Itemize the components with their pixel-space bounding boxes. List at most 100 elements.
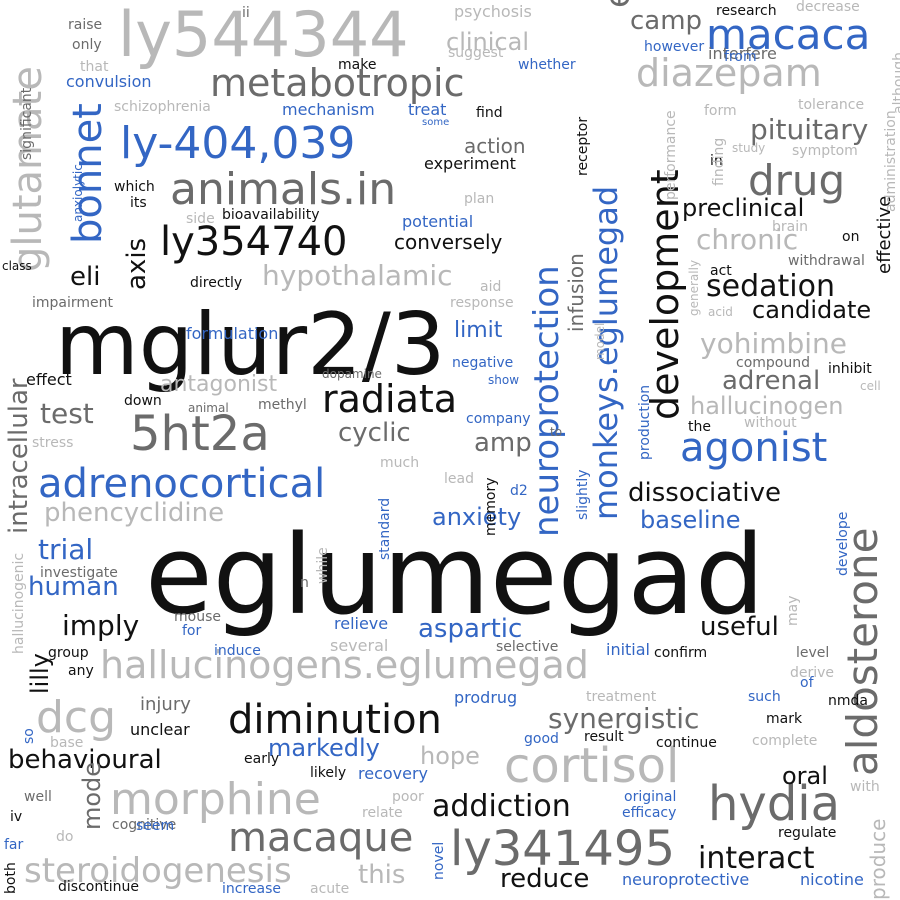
word-preclinical: preclinical: [682, 194, 805, 222]
word-efficacy: efficacy: [622, 805, 677, 821]
word-mark: mark: [766, 711, 803, 727]
word-company: company: [466, 411, 531, 427]
word-anxiolytic: anxiolytic: [71, 164, 85, 222]
word-effect: effect: [26, 370, 72, 389]
word-while: while: [315, 547, 331, 584]
word-memory: memory: [483, 477, 499, 537]
word-level: level: [796, 645, 830, 661]
word-which: which: [114, 179, 155, 195]
word-hydia: hydia: [708, 776, 841, 832]
word-cognitive: cognitive: [112, 817, 177, 833]
word-human: human: [28, 572, 119, 602]
word-likely: likely: [310, 765, 347, 781]
word-neuroprotective: neuroprotective: [622, 870, 750, 889]
word-animals-in: animals.in: [170, 164, 397, 215]
word-make: make: [338, 57, 377, 73]
word-5ht2a: 5ht2a: [130, 406, 270, 462]
word-directly: directly: [190, 275, 243, 291]
word-administration: administration: [883, 110, 899, 212]
word-pituitary: pituitary: [750, 113, 869, 146]
word-anxiety: anxiety: [432, 503, 522, 531]
word-neuroprotection: neuroprotection: [527, 265, 567, 537]
word-form: form: [704, 103, 737, 119]
word-d2: d2: [510, 483, 528, 499]
word-ly-404-039: ly-404,039: [120, 118, 356, 169]
word-steroidogenesis: steroidogenesis: [24, 851, 292, 891]
word-psychosis: psychosis: [454, 2, 532, 21]
word-only: only: [72, 37, 102, 53]
word-slightly: slightly: [575, 469, 591, 521]
word-nmda: nmda: [828, 693, 868, 709]
word-however: however: [644, 39, 705, 55]
word-amp: amp: [474, 428, 532, 458]
word-action: action: [464, 134, 526, 158]
word-from: from: [724, 49, 757, 65]
word-on: on: [842, 229, 860, 245]
word-acid: acid: [708, 305, 733, 319]
word-inhibit: inhibit: [828, 361, 872, 377]
word-clinical: clinical: [446, 28, 529, 56]
word-drug: drug: [748, 156, 846, 205]
word-injury: injury: [140, 694, 191, 715]
word-may: may: [785, 595, 801, 626]
word-without: without: [744, 415, 797, 431]
word-several: several: [330, 636, 389, 655]
word-interact: interact: [698, 841, 815, 876]
word-finding: finding: [711, 137, 727, 186]
word-ly341495: ly341495: [450, 821, 675, 877]
word-formulation: formulation: [186, 324, 279, 343]
word-study: study: [732, 141, 766, 155]
word-ly544344: ly544344: [118, 0, 409, 71]
word-eli: eli: [70, 262, 101, 292]
word-diminution: diminution: [228, 697, 442, 743]
word-the: the: [688, 419, 711, 435]
word-derive: derive: [790, 665, 835, 681]
word-side: side: [186, 211, 215, 227]
word-acute: acute: [310, 881, 350, 897]
word-develope: develope: [835, 511, 851, 576]
word-unclear: unclear: [130, 720, 190, 739]
word-aid: aid: [480, 279, 502, 295]
word-decrease: decrease: [796, 0, 860, 15]
word-raise: raise: [68, 17, 103, 33]
word-relate: relate: [362, 805, 403, 821]
word-treat: treat: [408, 100, 447, 119]
word-adrenal: adrenal: [722, 366, 821, 396]
word-hypothalamic: hypothalamic: [262, 259, 453, 292]
word-ly354740: ly354740: [160, 219, 348, 265]
word-bioavailability: bioavailability: [222, 207, 320, 223]
word-tolerance: tolerance: [798, 97, 865, 113]
word-dcg: dcg: [36, 692, 117, 743]
word-of: of: [800, 675, 814, 691]
word-reduce: reduce: [500, 864, 590, 894]
word-whether: whether: [518, 57, 576, 73]
word-act: act: [710, 263, 732, 279]
word-show: show: [488, 373, 520, 387]
word-radiata: radiata: [322, 377, 458, 421]
word-infusion: infusion: [564, 253, 588, 332]
word-increase: increase: [222, 881, 282, 897]
word-imply: imply: [62, 609, 140, 642]
word-convulsion: convulsion: [66, 72, 152, 91]
word-baseline: baseline: [640, 506, 741, 534]
word-compound: compound: [736, 355, 810, 371]
word-production: production: [637, 384, 653, 460]
word-regulate: regulate: [778, 825, 837, 841]
word-development: development: [643, 169, 687, 420]
word-cortisol: cortisol: [504, 738, 680, 794]
word-plan: plan: [464, 191, 495, 207]
word-standard: standard: [377, 497, 393, 560]
word-interfere: interfere: [708, 44, 777, 63]
word-impairment: impairment: [32, 295, 114, 311]
word-mouse: mouse: [174, 609, 221, 625]
word-intracellular: intracellular: [4, 378, 34, 534]
word-some: some: [422, 117, 450, 128]
word-good: good: [524, 731, 559, 747]
word-potential: potential: [402, 212, 474, 231]
word-negative: negative: [452, 355, 514, 371]
word-cell: cell: [860, 379, 881, 393]
word-brain: brain: [772, 219, 808, 235]
word-find: find: [476, 105, 503, 121]
word-novel: novel: [431, 841, 447, 880]
word-that: that: [80, 59, 109, 75]
